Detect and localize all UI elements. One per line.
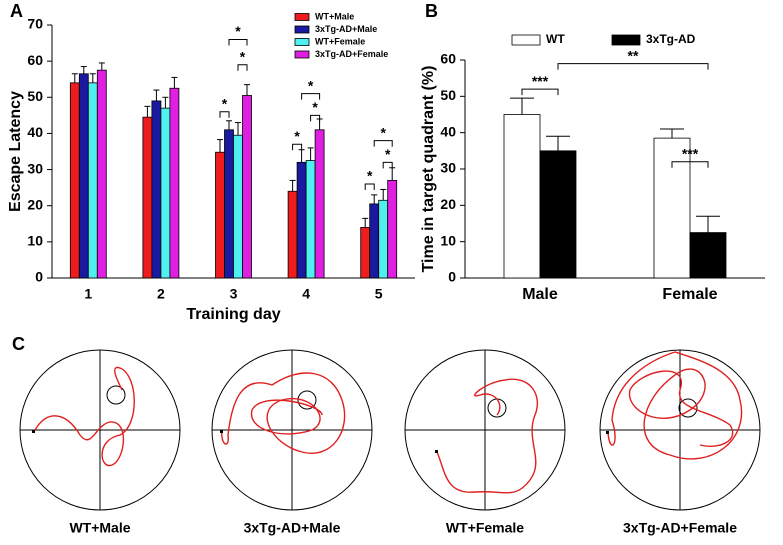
bar (296, 161, 307, 279)
arena (404, 349, 566, 511)
bar (151, 100, 162, 279)
y-tick-label: 50 (27, 88, 43, 104)
y-tick-label: 10 (440, 232, 456, 248)
legend-label: 3xTg-AD+Female (315, 49, 388, 59)
legend-label: WT+Male (315, 11, 354, 21)
y-tick-label: 70 (27, 16, 43, 32)
arena-label: 3xTg-AD+Female (623, 520, 737, 536)
legend-swatch (294, 13, 310, 21)
y-tick-label: 40 (27, 124, 43, 140)
arena-label: 3xTg-AD+Male (244, 520, 341, 536)
y-tick-label: 0 (35, 269, 43, 285)
x-tick-label: 5 (375, 286, 383, 302)
bar (224, 129, 234, 279)
y-tick-label: 0 (448, 269, 456, 285)
bar (539, 150, 577, 279)
bar (503, 114, 541, 279)
significance-label: *** (682, 145, 699, 161)
bar (378, 199, 389, 279)
legend-swatch (611, 34, 641, 46)
significance-label: * (312, 99, 318, 115)
significance-bracket (557, 63, 709, 70)
legend-swatch (294, 38, 310, 46)
bar (69, 82, 80, 279)
bar (360, 226, 371, 279)
y-tick-label: 30 (27, 160, 43, 176)
x-tick-label: 3 (230, 286, 238, 302)
x-tick-label: Male (522, 286, 558, 303)
significance-label: * (308, 77, 314, 93)
significance-bracket (373, 140, 393, 147)
arena (19, 349, 181, 511)
significance-bracket (292, 143, 303, 151)
panel-letter: A (10, 1, 23, 21)
y-tick-label: 40 (440, 123, 456, 139)
y-tick-label: 20 (440, 196, 456, 212)
x-tick-label: 4 (302, 286, 310, 302)
y-tick-label: 50 (440, 87, 456, 103)
legend-label: WT (546, 32, 565, 46)
significance-label: ** (628, 47, 639, 63)
bar (87, 82, 98, 279)
arena-label: WT+Female (446, 520, 524, 536)
significance-label: * (385, 146, 391, 162)
legend-swatch (294, 50, 310, 59)
y-tick-label: 10 (27, 233, 43, 249)
significance-bracket (237, 64, 248, 71)
arena (599, 349, 761, 511)
bar (369, 203, 380, 279)
y-axis-title: Time in target quadrant (%) (420, 66, 437, 273)
bar (689, 232, 727, 279)
bar (78, 73, 89, 279)
bar (305, 160, 316, 279)
x-axis-title: Training day (186, 306, 280, 323)
significance-label: *** (532, 73, 549, 89)
legend-label: 3xTg-AD (646, 32, 696, 46)
swim-paths: C (12, 334, 761, 511)
significance-label: * (240, 48, 246, 64)
significance-bracket (228, 38, 248, 46)
x-tick-label: 1 (84, 286, 92, 302)
arena (211, 349, 373, 511)
arena-label: WT+Male (69, 520, 130, 536)
bar (160, 107, 171, 279)
x-tick-label: Female (662, 286, 717, 303)
significance-bracket (301, 93, 321, 100)
bar (233, 134, 243, 279)
bar (314, 129, 325, 279)
significance-label: * (235, 23, 241, 39)
significance-label: * (367, 168, 373, 184)
bar (387, 180, 398, 279)
bar (142, 116, 153, 279)
bar (215, 151, 225, 279)
x-tick-label: 2 (157, 286, 165, 302)
significance-bracket (671, 161, 709, 168)
legend-swatch (294, 25, 310, 34)
legend-label: 3xTg-AD+Male (315, 24, 377, 34)
bar (287, 190, 298, 279)
y-tick-label: 60 (27, 52, 43, 68)
significance-label: * (380, 124, 386, 140)
bar (242, 95, 252, 279)
y-tick-label: 20 (27, 196, 43, 212)
bar (96, 69, 107, 279)
panel-letter: C (12, 334, 25, 354)
legend-swatch (511, 34, 541, 46)
bar (169, 87, 180, 279)
y-axis-title: Escape Latency (7, 91, 24, 212)
significance-bracket (521, 88, 559, 96)
y-tick-label: 60 (440, 51, 456, 67)
significance-label: * (222, 95, 228, 111)
panel-letter: B (425, 1, 438, 21)
significance-label: * (294, 128, 300, 144)
y-tick-label: 30 (440, 160, 456, 176)
significance-bracket (310, 114, 321, 122)
legend-label: WT+Female (315, 36, 365, 46)
significance-bracket (382, 161, 393, 169)
significance-bracket (219, 111, 230, 118)
significance-bracket (364, 183, 375, 191)
